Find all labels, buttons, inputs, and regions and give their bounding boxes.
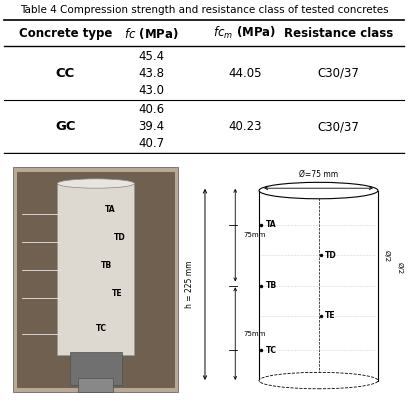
Ellipse shape — [259, 373, 378, 389]
Text: CC: CC — [55, 67, 75, 80]
Text: 45.4: 45.4 — [138, 50, 164, 63]
Ellipse shape — [57, 179, 135, 188]
Text: 40.6: 40.6 — [138, 103, 164, 116]
Text: C30/37: C30/37 — [318, 67, 359, 80]
Text: 44.05: 44.05 — [228, 67, 262, 80]
Text: TE: TE — [325, 312, 336, 320]
Text: 75mm: 75mm — [244, 331, 266, 337]
Text: 43.0: 43.0 — [138, 84, 164, 97]
Text: TD: TD — [325, 251, 337, 260]
Text: C30/37: C30/37 — [318, 120, 359, 133]
Text: Ø=75 mm: Ø=75 mm — [299, 170, 338, 179]
Text: TD: TD — [113, 233, 125, 242]
Text: TB: TB — [266, 281, 277, 290]
Bar — [69, 352, 122, 385]
Text: TE: TE — [112, 289, 122, 298]
Text: Concrete type: Concrete type — [19, 27, 112, 40]
Text: 43.8: 43.8 — [138, 67, 164, 80]
Text: TC: TC — [266, 346, 277, 354]
Text: $\mathit{fc}$ (MPa): $\mathit{fc}$ (MPa) — [124, 26, 178, 41]
Text: TA: TA — [266, 220, 276, 229]
Bar — [78, 378, 113, 392]
Ellipse shape — [259, 182, 378, 199]
Text: TA: TA — [104, 205, 115, 214]
Text: GC: GC — [55, 120, 75, 133]
Text: 39.4: 39.4 — [138, 120, 164, 133]
Text: 40.7: 40.7 — [138, 137, 164, 150]
Text: Ø/2: Ø/2 — [397, 262, 403, 274]
Bar — [57, 184, 135, 355]
Text: 40.23: 40.23 — [228, 120, 262, 133]
Text: Table 4 Compression strength and resistance class of tested concretes: Table 4 Compression strength and resista… — [20, 5, 388, 14]
Text: TB: TB — [101, 261, 112, 270]
Text: 75mm: 75mm — [244, 232, 266, 238]
Text: TC: TC — [96, 324, 107, 334]
Text: $\mathit{fc}_m$ (MPa): $\mathit{fc}_m$ (MPa) — [213, 25, 276, 41]
Text: Resistance class: Resistance class — [284, 27, 393, 40]
Text: Ø/2: Ø/2 — [384, 250, 390, 262]
Text: h = 225 mm: h = 225 mm — [185, 261, 194, 308]
